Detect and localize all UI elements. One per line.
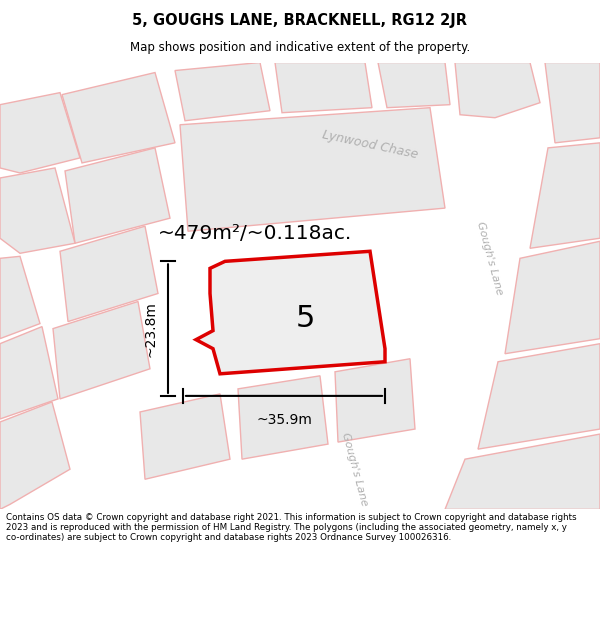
Polygon shape <box>0 402 70 509</box>
Polygon shape <box>53 301 150 399</box>
Polygon shape <box>335 359 415 442</box>
Text: ~23.8m: ~23.8m <box>144 301 158 356</box>
Text: ~35.9m: ~35.9m <box>256 413 312 427</box>
Polygon shape <box>545 62 600 143</box>
Text: 5: 5 <box>295 304 314 333</box>
Polygon shape <box>455 62 540 118</box>
Polygon shape <box>530 143 600 248</box>
Polygon shape <box>478 344 600 449</box>
Polygon shape <box>0 168 75 253</box>
Polygon shape <box>0 256 40 339</box>
Text: Map shows position and indicative extent of the property.: Map shows position and indicative extent… <box>130 41 470 54</box>
Polygon shape <box>196 251 385 374</box>
Polygon shape <box>0 327 58 419</box>
Polygon shape <box>62 72 175 163</box>
Polygon shape <box>238 376 328 459</box>
Polygon shape <box>275 62 372 112</box>
Polygon shape <box>0 92 80 173</box>
Polygon shape <box>505 241 600 354</box>
Polygon shape <box>175 62 270 121</box>
Text: Gough's Lane: Gough's Lane <box>475 221 505 296</box>
Text: Gough's Lane: Gough's Lane <box>340 431 370 507</box>
Text: Contains OS data © Crown copyright and database right 2021. This information is : Contains OS data © Crown copyright and d… <box>6 512 577 542</box>
Polygon shape <box>445 434 600 509</box>
Polygon shape <box>60 226 158 322</box>
Text: 5, GOUGHS LANE, BRACKNELL, RG12 2JR: 5, GOUGHS LANE, BRACKNELL, RG12 2JR <box>133 12 467 28</box>
Polygon shape <box>65 148 170 243</box>
Text: ~479m²/~0.118ac.: ~479m²/~0.118ac. <box>158 224 352 243</box>
Polygon shape <box>140 394 230 479</box>
Polygon shape <box>180 107 445 231</box>
Text: Lynwood Chase: Lynwood Chase <box>321 128 419 161</box>
Polygon shape <box>378 62 450 107</box>
